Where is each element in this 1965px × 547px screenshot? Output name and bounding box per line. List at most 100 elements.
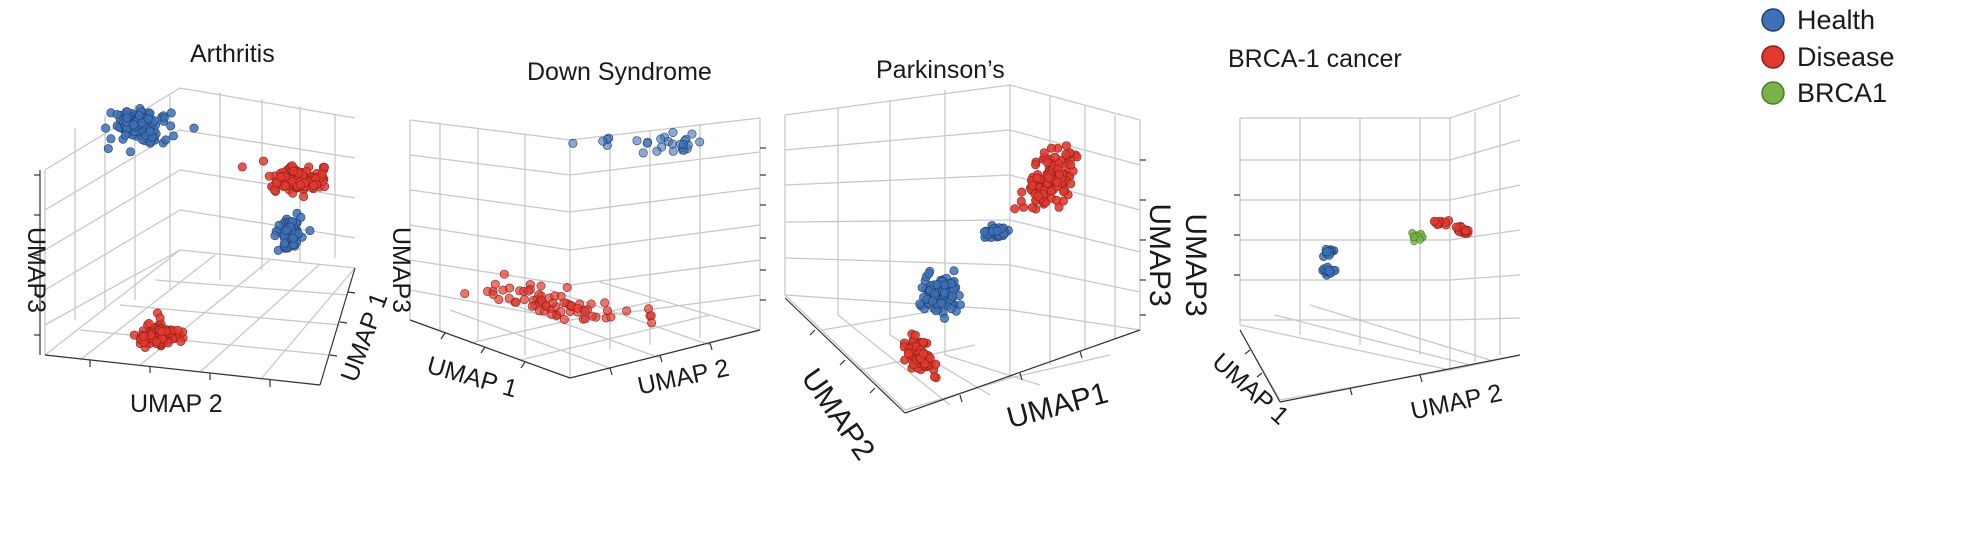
legend: Health Disease BRCA1 xyxy=(1761,5,1895,108)
scatter-point-health xyxy=(166,108,176,118)
scatter-point-health xyxy=(134,111,144,121)
scatter-point-disease xyxy=(931,359,941,369)
scatter-point-health xyxy=(1322,247,1332,257)
scatter-point-health xyxy=(598,136,608,146)
scatter-point-disease xyxy=(299,192,309,202)
scatter-point-disease xyxy=(317,169,327,179)
scatter-point-health xyxy=(568,138,578,148)
legend-item-brca1: BRCA1 xyxy=(1761,78,1887,108)
scatter-point-disease xyxy=(929,372,939,382)
scatter-point-disease xyxy=(1016,196,1026,206)
scatter-point-health xyxy=(656,134,666,144)
scatter-point-disease xyxy=(1429,216,1439,226)
down-syndrome-x-axis-label: UMAP 1 xyxy=(424,351,521,403)
scatter-point-disease xyxy=(519,295,529,305)
down-syndrome-title: Down Syndrome xyxy=(527,58,712,86)
scatter-point-health xyxy=(687,129,697,139)
brca1-z-axis-label: UMAP3 xyxy=(1179,213,1212,316)
scatter-point-health xyxy=(1324,266,1334,276)
scatter-point-health xyxy=(161,135,171,145)
scatter-point-disease xyxy=(587,311,597,321)
scatter-point-disease xyxy=(139,331,149,341)
panel-parkinsons: Parkinson’s UMAP3 UMAP2 UMAP1 xyxy=(784,56,1176,466)
scatter-point-disease xyxy=(1033,191,1043,201)
scatter-point-disease xyxy=(152,337,162,347)
legend-label-health: Health xyxy=(1797,5,1875,35)
scatter-point-disease xyxy=(1066,160,1076,170)
arthritis-cluster-health-1 xyxy=(101,104,199,157)
scatter-point-disease xyxy=(1451,222,1461,232)
scatter-point-health xyxy=(955,300,965,310)
scatter-point-disease xyxy=(918,337,928,347)
scatter-point-disease xyxy=(1032,173,1042,183)
scatter-point-disease xyxy=(523,286,533,296)
scatter-point-disease xyxy=(288,166,298,176)
scatter-point-disease xyxy=(559,298,569,308)
down-syndrome-y-axis-label: UMAP 2 xyxy=(635,354,731,401)
scatter-point-health xyxy=(979,227,989,237)
scatter-point-disease xyxy=(494,294,504,304)
scatter-point-disease xyxy=(280,181,290,191)
scatter-point-health xyxy=(112,110,122,120)
scatter-point-health xyxy=(145,127,155,137)
scatter-point-disease xyxy=(562,282,572,292)
scatter-point-disease xyxy=(309,180,319,190)
scatter-point-disease xyxy=(1017,187,1027,197)
scatter-point-health xyxy=(668,128,678,138)
brca1-grid xyxy=(1239,94,1521,401)
scatter-point-disease xyxy=(527,301,537,311)
scatter-point-disease xyxy=(237,162,247,172)
scatter-point-health xyxy=(305,226,315,236)
parkinsons-cluster-health-1 xyxy=(979,221,1013,243)
scatter-point-disease xyxy=(1039,148,1049,158)
brca1-cluster-health-2 xyxy=(1318,262,1340,280)
scatter-point-health xyxy=(927,296,937,306)
scatter-point-disease xyxy=(176,336,186,346)
parkinsons-points xyxy=(899,141,1082,383)
scatter-point-disease xyxy=(270,185,280,195)
scatter-point-health xyxy=(924,269,934,279)
legend-label-brca1: BRCA1 xyxy=(1797,78,1887,108)
brca1-title: BRCA-1 cancer xyxy=(1228,45,1402,73)
scatter-point-disease xyxy=(505,283,515,293)
legend-item-health: Health xyxy=(1761,5,1875,35)
scatter-point-health xyxy=(103,144,113,154)
brca1-cluster-disease-1 xyxy=(1429,216,1454,230)
scatter-point-disease xyxy=(1027,180,1037,190)
scatter-point-disease xyxy=(573,303,583,313)
brca1-cluster-disease-2 xyxy=(1451,221,1473,238)
arthritis-z-axis-label: UMAP3 xyxy=(22,227,50,313)
legend-marker-brca1 xyxy=(1761,81,1785,105)
scatter-point-health xyxy=(949,266,959,276)
scatter-point-health xyxy=(126,147,136,157)
scatter-point-disease xyxy=(499,269,509,279)
scatter-point-health xyxy=(939,280,949,290)
scatter-point-disease xyxy=(550,291,560,301)
parkinsons-ticks xyxy=(809,159,1146,403)
arthritis-grid xyxy=(44,87,356,386)
brca1-ticks xyxy=(1234,194,1423,396)
scatter-point-health xyxy=(946,304,956,314)
scatter-point-disease xyxy=(1054,170,1064,180)
scatter-point-disease xyxy=(173,325,183,335)
scatter-point-health xyxy=(159,113,169,123)
scatter-point-disease xyxy=(276,172,286,182)
legend-label-disease: Disease xyxy=(1797,42,1895,72)
scatter-point-disease xyxy=(910,330,920,340)
scatter-point-health xyxy=(296,212,306,222)
arthritis-cluster-health-2 xyxy=(270,208,315,255)
scatter-point-health xyxy=(143,114,153,124)
panel-arthritis: Arthritis UMAP3 UMAP 2 UMAP 1 xyxy=(22,40,393,418)
down-syndrome-cluster-health xyxy=(568,128,705,158)
scatter-point-health xyxy=(678,140,688,150)
scatter-point-health xyxy=(939,313,949,323)
arthritis-points xyxy=(101,104,330,352)
scatter-point-health xyxy=(122,113,132,123)
scatter-point-disease xyxy=(647,318,657,328)
arthritis-cluster-disease-1 xyxy=(237,156,330,202)
scatter-point-disease xyxy=(1052,177,1062,187)
parkinsons-cluster-disease-2 xyxy=(899,329,941,383)
scatter-point-disease xyxy=(1066,179,1076,189)
scatter-point-health xyxy=(273,245,283,255)
